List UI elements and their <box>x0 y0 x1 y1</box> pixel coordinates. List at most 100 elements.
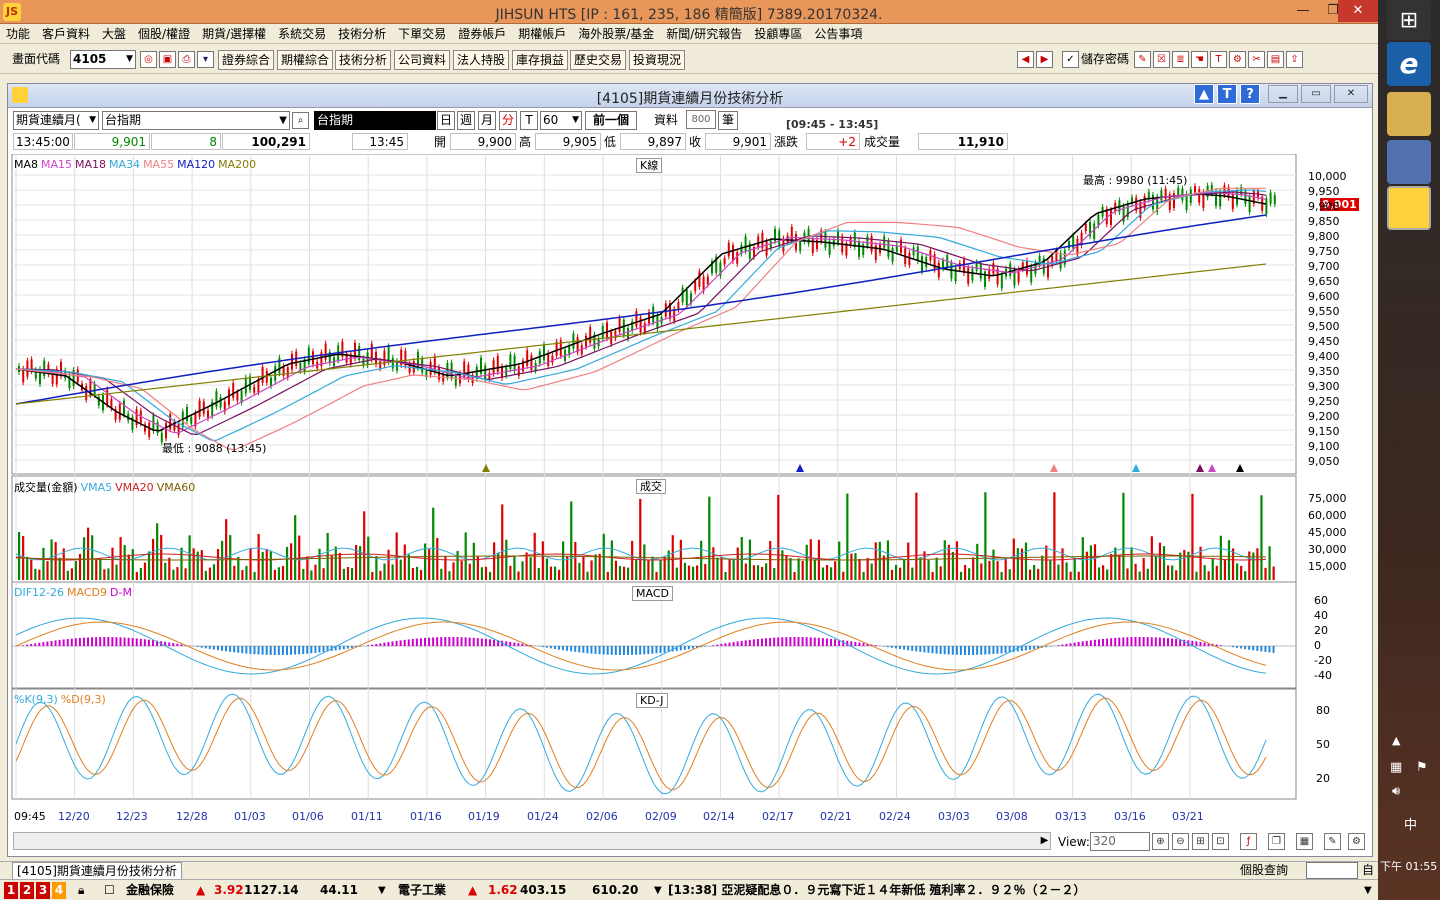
search-icon[interactable]: ◎ <box>140 51 157 68</box>
maximize-button[interactable]: ❐ <box>1327 3 1339 18</box>
menu-item[interactable]: 下單交易 <box>398 27 447 41</box>
copy-icon[interactable]: ❐ <box>1268 833 1285 850</box>
status-tab[interactable]: [4105]期貨連續月份技術分析 <box>12 862 182 881</box>
menu-item[interactable]: 公告事項 <box>814 27 863 41</box>
up-arrow-icon[interactable]: ▲ <box>1194 84 1214 104</box>
list-icon[interactable]: ≣ <box>1172 51 1189 68</box>
chart-area[interactable]: MA8 MA15 MA18 MA34 MA55 MA120 MA200 K線 最高 : 99… <box>8 154 1372 834</box>
page-2-button[interactable]: 2 <box>20 882 34 899</box>
windows-start-icon[interactable]: ⊞ <box>1387 0 1431 40</box>
chevron-down-icon[interactable]: ▼ <box>378 885 386 896</box>
lock-icon[interactable]: 🔒︎ <box>78 883 85 897</box>
period-tick-button[interactable]: T <box>520 111 538 130</box>
gear-icon[interactable]: ⚙ <box>1348 833 1365 850</box>
menu-item[interactable]: 投顧專區 <box>754 27 803 41</box>
flag-icon[interactable]: ⚑ <box>1416 760 1428 775</box>
layout-icon[interactable]: ▤ <box>1267 51 1284 68</box>
period-day-button[interactable]: 日 <box>437 111 455 130</box>
dropdown-icon[interactable]: ▾ <box>197 51 214 68</box>
formula-icon[interactable]: ƒ <box>1240 833 1257 850</box>
menu-item[interactable]: 功能 <box>6 27 31 41</box>
toolbar-button[interactable]: 庫存損益 <box>512 50 569 70</box>
menu-item[interactable]: 期權帳戶 <box>518 27 567 41</box>
data-count-input[interactable]: 800 <box>686 110 716 129</box>
save-password-checkbox[interactable]: ✓ <box>1062 51 1079 68</box>
paint-icon[interactable] <box>1387 140 1431 184</box>
chart-scrollbar[interactable] <box>13 832 1051 850</box>
pen-icon[interactable]: ✎ <box>1134 51 1151 68</box>
menu-item[interactable]: 技術分析 <box>338 27 387 41</box>
period-month-button[interactable]: 月 <box>478 111 496 130</box>
toolbar-button[interactable]: 投資現況 <box>629 50 686 70</box>
period-week-button[interactable]: 週 <box>457 111 475 130</box>
menu-item[interactable]: 個股/權證 <box>138 27 191 41</box>
chevron-down-icon[interactable]: ▼ <box>1364 885 1372 896</box>
close-button[interactable]: ✕ <box>1338 0 1378 22</box>
chevron-down-icon[interactable]: ▼ <box>89 115 96 125</box>
toolbar-button[interactable]: 歷史交易 <box>570 50 627 70</box>
jihsun-app-icon[interactable] <box>1387 186 1431 230</box>
reset-icon[interactable]: ⊡ <box>1212 833 1229 850</box>
period-minute-button[interactable]: 分 <box>499 111 517 130</box>
scroll-right-icon[interactable]: ▶ <box>1040 835 1049 846</box>
zoom-out-icon[interactable]: ⊖ <box>1172 833 1189 850</box>
toolbar-button[interactable]: 證券綜合 <box>218 50 275 70</box>
news-ticker[interactable]: [13:38] 亞泥疑配息０．９元寫下近１４年新低 殖利率２．９２％（２－２） <box>668 883 1086 897</box>
table-icon[interactable]: ▦ <box>1296 833 1313 850</box>
text-t-icon[interactable]: T <box>1217 84 1237 104</box>
draw-icon[interactable]: ✎ <box>1324 833 1341 850</box>
view-input[interactable]: 320 <box>1090 832 1150 851</box>
toolbar-button[interactable]: 技術分析 <box>335 50 392 70</box>
tools-icon[interactable]: ✂ <box>1248 51 1265 68</box>
code-input[interactable]: 4105 ▼ <box>70 50 136 69</box>
menu-item[interactable]: 證券帳戶 <box>458 27 507 41</box>
text-tool-icon[interactable]: T <box>1210 51 1227 68</box>
toolbar-button[interactable]: 期權綜合 <box>277 50 334 70</box>
unit-button[interactable]: 筆 <box>718 111 738 130</box>
ie-browser-icon[interactable]: e <box>1387 42 1431 86</box>
toolbar-button[interactable]: 公司資料 <box>394 50 451 70</box>
toolbar-button[interactable]: 法人持股 <box>453 50 510 70</box>
menu-item[interactable]: 新聞/研究報告 <box>666 27 743 41</box>
page-4-button[interactable]: 4 <box>52 882 66 899</box>
menu-item[interactable]: 海外股票/基金 <box>578 27 655 41</box>
window-icon[interactable]: ▣ <box>159 51 176 68</box>
chevron-down-icon[interactable]: ▼ <box>572 115 579 125</box>
menu-item[interactable]: 系統交易 <box>278 27 327 41</box>
zoom-in-icon[interactable]: ⊕ <box>1152 833 1169 850</box>
prev-arrow-icon[interactable]: ◀ <box>1017 51 1034 68</box>
network-icon[interactable]: ▦ <box>1390 760 1403 775</box>
export-icon[interactable]: ⇪ <box>1286 51 1303 68</box>
hand-icon[interactable]: ☚ <box>1191 51 1208 68</box>
minimize-button[interactable]: — <box>1296 3 1310 18</box>
fit-icon[interactable]: ⊞ <box>1192 833 1209 850</box>
page-1-button[interactable]: 1 <box>4 882 18 899</box>
print-icon[interactable]: ⎙ <box>178 51 195 68</box>
volume-icon[interactable]: 🔊︎ <box>1392 784 1401 799</box>
chevron-down-icon[interactable]: ▼ <box>279 115 287 126</box>
product-select[interactable]: 期貨連續月(▼ <box>13 111 99 130</box>
clock[interactable]: 下午 01:55 <box>1380 860 1438 873</box>
settings-icon[interactable]: ⚙ <box>1229 51 1246 68</box>
prev-button[interactable]: 前一個 <box>585 111 637 130</box>
inner-minimize-button[interactable]: ▁ <box>1268 85 1298 103</box>
chevron-down-icon[interactable]: ▼ <box>126 54 133 64</box>
inner-restore-button[interactable]: ▭ <box>1301 85 1331 103</box>
symbol-input[interactable]: 台指期 ▼ <box>102 111 290 130</box>
menu-item[interactable]: 期貨/選擇權 <box>202 27 267 41</box>
search-icon[interactable]: ⌕ <box>292 112 309 129</box>
ticker-checkbox[interactable]: ☐ <box>104 883 115 897</box>
page-3-button[interactable]: 3 <box>36 882 50 899</box>
menu-item[interactable]: 客戶資料 <box>42 27 91 41</box>
stock-query-input[interactable] <box>1306 862 1358 879</box>
chevron-down-icon[interactable]: ▼ <box>654 885 662 896</box>
inner-close-button[interactable]: ✕ <box>1334 85 1368 103</box>
tray-up-icon[interactable]: ▲ <box>1392 734 1401 747</box>
help-icon[interactable]: ? <box>1240 84 1260 104</box>
menu-item[interactable]: 大盤 <box>102 27 127 41</box>
next-arrow-icon[interactable]: ▶ <box>1036 51 1053 68</box>
interval-select[interactable]: 60 ▼ <box>540 111 582 130</box>
cancel-icon[interactable]: ☒ <box>1153 51 1170 68</box>
ime-indicator[interactable]: 中 <box>1404 818 1418 833</box>
file-explorer-icon[interactable] <box>1387 92 1431 136</box>
